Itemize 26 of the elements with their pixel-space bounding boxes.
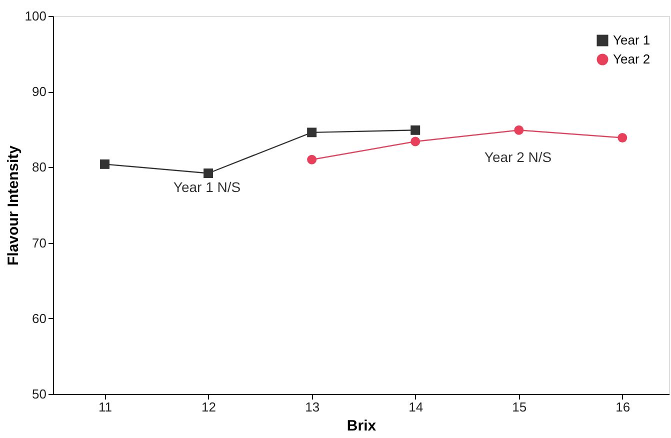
y-tick-label: 80 <box>32 160 46 175</box>
point <box>410 136 420 146</box>
point <box>410 125 420 135</box>
x-axis-title: Brix <box>346 418 377 434</box>
x-tick-label: 11 <box>98 400 112 414</box>
legend-label: Year 1 <box>613 32 650 48</box>
x-tick-label: 14 <box>408 400 424 414</box>
x-tick-label: 12 <box>202 400 216 414</box>
point <box>307 154 317 164</box>
legend-label: Year 2 <box>613 52 650 66</box>
point <box>100 159 110 169</box>
y-tick-label: 70 <box>32 235 46 250</box>
annotation: Year 1 N/S <box>173 179 241 195</box>
annotation: Year 2 N/S <box>484 149 552 165</box>
y-tick-label: 50 <box>32 386 46 402</box>
point <box>514 125 524 135</box>
y-axis-title: Flavour Intensity <box>4 144 22 266</box>
point <box>618 132 628 142</box>
y-tick-label: 100 <box>24 8 46 24</box>
point <box>204 168 214 178</box>
x-tick-label: 13 <box>305 400 320 414</box>
y-tick-label: 60 <box>32 310 46 326</box>
y-tick-label: 90 <box>32 84 46 100</box>
point <box>307 128 317 138</box>
x-tick-label: 15 <box>512 400 527 414</box>
x-tick-label: 16 <box>616 400 630 414</box>
